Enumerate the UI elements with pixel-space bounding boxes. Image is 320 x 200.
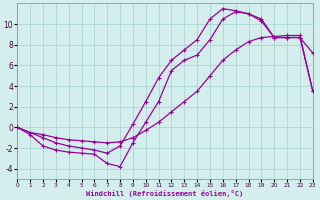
X-axis label: Windchill (Refroidissement éolien,°C): Windchill (Refroidissement éolien,°C): [86, 190, 244, 197]
